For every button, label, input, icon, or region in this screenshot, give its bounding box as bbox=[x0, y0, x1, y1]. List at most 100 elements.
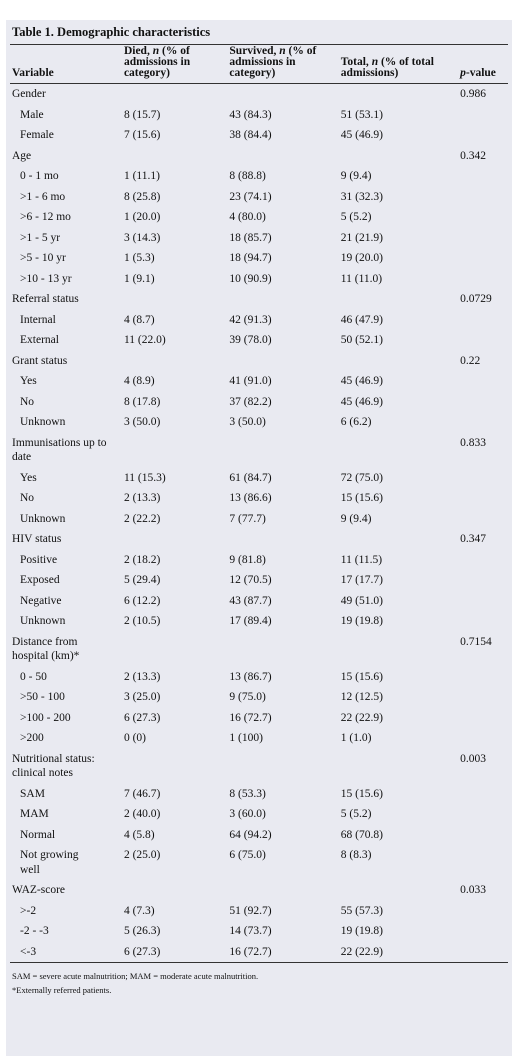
value-cell: 31 (32.3) bbox=[339, 187, 458, 208]
column-header: Survived, n (% of admissions in category… bbox=[227, 45, 339, 84]
cell-text: 9 (9.4) bbox=[340, 512, 372, 525]
label-cell: Negative bbox=[10, 591, 122, 612]
p-value-cell bbox=[458, 728, 508, 749]
p-value-cell bbox=[458, 921, 508, 942]
label-cell: No bbox=[10, 488, 122, 509]
value-cell: 22 (22.9) bbox=[338, 941, 459, 963]
row-label: >-2 bbox=[20, 904, 37, 917]
p-value-cell bbox=[458, 784, 508, 805]
cell-text: 45 (46.9) bbox=[340, 395, 383, 408]
value-cell bbox=[122, 749, 227, 784]
footnotes: SAM = severe acute malnutrition; MAM = m… bbox=[12, 969, 258, 997]
header-text: Total, bbox=[340, 56, 372, 68]
group-row: Age 0.342 bbox=[10, 146, 508, 167]
cell-text: 15 (15.6) bbox=[340, 492, 383, 504]
cell-text: 5 (29.4) bbox=[123, 574, 161, 586]
row-label: Unknown bbox=[20, 512, 66, 525]
value-cell: 5 (5.2) bbox=[339, 804, 458, 825]
row-label: HIV status bbox=[12, 533, 62, 545]
p-value-cell bbox=[458, 166, 508, 187]
p-value-cell bbox=[458, 804, 508, 825]
value-cell: 45 (46.9) bbox=[339, 125, 458, 146]
value-cell: 7 (15.6) bbox=[122, 125, 227, 146]
label-cell: No bbox=[10, 392, 122, 413]
cell-text: 37 (82.2) bbox=[229, 395, 272, 408]
cell-text: 55 (57.3) bbox=[340, 904, 383, 917]
sub-row: Negative 6 (12.2) 43 (87.7) 49 (51.0) bbox=[10, 591, 508, 612]
row-label: No bbox=[20, 395, 35, 408]
value-cell: 4 (8.7) bbox=[122, 310, 227, 331]
cell-text: 3 (25.0) bbox=[123, 691, 161, 703]
value-cell: 2 (18.2) bbox=[122, 550, 227, 571]
label-cell: 0 - 1 mo bbox=[10, 166, 122, 187]
label-cell: Yes bbox=[10, 371, 122, 392]
cell-text: 39 (78.0) bbox=[229, 334, 272, 346]
cell-text: 14 (73.7) bbox=[229, 925, 272, 937]
cell-text: 1 (100) bbox=[229, 732, 263, 744]
cell-text: 7 (15.6) bbox=[123, 129, 161, 141]
label-cell: Female bbox=[10, 125, 122, 146]
row-label: >50 - 100 bbox=[20, 691, 65, 703]
sub-row: >50 - 100 3 (25.0) 9 (75.0) 12 (12.5) bbox=[10, 687, 508, 708]
row-label: Age bbox=[12, 149, 32, 162]
value-cell bbox=[339, 84, 458, 105]
label-cell: HIV status bbox=[10, 529, 122, 550]
value-cell: 72 (75.0) bbox=[339, 468, 458, 489]
value-cell: 1 (20.0) bbox=[122, 207, 227, 228]
sub-row: >6 - 12 mo 1 (20.0) 4 (80.0) 5 (5.2) bbox=[10, 207, 508, 228]
cell-text: 1 (11.1) bbox=[123, 170, 160, 182]
table-body: Gender 0.986 Male 8 (15.7) 43 (84.3) 51 (53.1… bbox=[10, 84, 508, 963]
cell-text: 8 (17.8) bbox=[123, 395, 161, 408]
value-cell: 4 (5.8) bbox=[122, 825, 227, 846]
value-cell: 8 (17.8) bbox=[122, 392, 227, 413]
value-cell: 11 (22.0) bbox=[122, 330, 227, 351]
row-label: >1 - 6 mo bbox=[20, 190, 66, 203]
p-value: 0.342 bbox=[460, 149, 487, 162]
value-cell: 8 (88.8) bbox=[227, 166, 338, 187]
value-cell bbox=[122, 433, 227, 468]
cell-text: 2 (25.0) bbox=[123, 849, 161, 861]
cell-text: 18 (94.7) bbox=[229, 252, 272, 264]
value-cell: 12 (12.5) bbox=[339, 687, 458, 708]
value-cell: 19 (19.8) bbox=[339, 611, 458, 632]
row-label: SAM bbox=[20, 787, 45, 800]
row-label: >6 - 12 mo bbox=[20, 211, 71, 223]
value-cell: 41 (91.0) bbox=[227, 371, 338, 392]
value-cell bbox=[339, 146, 458, 167]
label-cell: Unknown bbox=[10, 611, 122, 632]
sub-row: MAM 2 (40.0) 3 (60.0) 5 (5.2) bbox=[10, 804, 508, 825]
sub-row: Female 7 (15.6) 38 (84.4) 45 (46.9) bbox=[10, 125, 508, 146]
cell-text: 16 (72.7) bbox=[229, 945, 272, 958]
cell-text: 68 (70.8) bbox=[340, 828, 383, 841]
sub-row: Yes 11 (15.3) 61 (84.7) 72 (75.0) bbox=[10, 468, 508, 489]
row-label: Gender bbox=[12, 88, 46, 100]
cell-text: 8 (88.8) bbox=[229, 170, 266, 182]
row-label: 0 - 50 bbox=[20, 670, 47, 683]
sub-row: External 11 (22.0) 39 (78.0) 50 (52.1) bbox=[10, 330, 508, 351]
p-value-cell bbox=[458, 941, 508, 963]
value-cell bbox=[227, 84, 338, 105]
cell-text: 2 (13.3) bbox=[123, 670, 161, 683]
value-cell: 1 (5.3) bbox=[122, 248, 227, 269]
p-value-cell bbox=[458, 125, 508, 146]
value-cell: 38 (84.4) bbox=[227, 125, 338, 146]
value-cell: 13 (86.6) bbox=[227, 488, 338, 509]
value-cell bbox=[227, 749, 338, 784]
cell-text: 21 (21.9) bbox=[340, 231, 383, 244]
cell-text: 61 (84.7) bbox=[229, 471, 272, 484]
value-cell: 18 (85.7) bbox=[227, 228, 338, 249]
value-cell bbox=[227, 351, 338, 372]
label-cell: Normal bbox=[10, 825, 122, 846]
value-cell: 11 (11.5) bbox=[339, 550, 458, 571]
label-cell: Grant status bbox=[10, 351, 122, 372]
value-cell bbox=[122, 84, 227, 105]
label-cell: >10 - 13 yr bbox=[10, 269, 122, 290]
footnote: *Externally referred patients. bbox=[12, 985, 112, 995]
cell-text: 51 (92.7) bbox=[229, 904, 272, 917]
column-header: Variable bbox=[10, 46, 122, 84]
value-cell bbox=[122, 289, 227, 310]
sub-row: SAM 7 (46.7) 8 (53.3) 15 (15.6) bbox=[10, 784, 508, 805]
cell-text: 13 (86.7) bbox=[229, 670, 272, 683]
value-cell: 51 (53.1) bbox=[339, 105, 458, 126]
row-label: Yes bbox=[20, 375, 37, 387]
